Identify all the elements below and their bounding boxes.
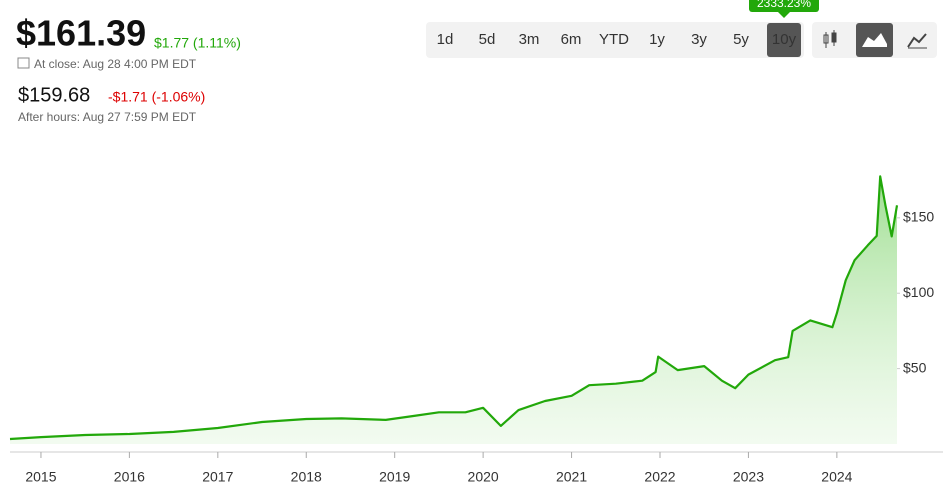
change: $1.77 (1.11%) bbox=[154, 35, 241, 51]
x-tick-label: 2016 bbox=[114, 469, 145, 485]
x-tick-label: 2015 bbox=[25, 469, 56, 485]
tooltip-box bbox=[749, 0, 819, 12]
calendar-icon bbox=[17, 57, 30, 69]
x-tick-label: 2023 bbox=[733, 469, 764, 485]
x-tick-label: 2020 bbox=[468, 469, 499, 485]
area-button[interactable] bbox=[856, 23, 893, 57]
tooltip-arrow bbox=[778, 12, 790, 18]
y-tick-label: $150 bbox=[903, 209, 934, 225]
area bbox=[10, 176, 897, 444]
x-tick-label: 2021 bbox=[556, 469, 587, 485]
price: $161.39 bbox=[16, 13, 146, 54]
x-tick-label: 2019 bbox=[379, 469, 410, 485]
x-tick-label: 2022 bbox=[644, 469, 675, 485]
close-time: At close: Aug 28 4:00 PM EDT bbox=[34, 57, 197, 71]
candle-icon[interactable] bbox=[823, 30, 837, 48]
range-button[interactable]: 1d bbox=[437, 31, 454, 48]
x-tick-label: 2017 bbox=[202, 469, 233, 485]
range-button[interactable]: 3y bbox=[691, 31, 707, 48]
y-tick-label: $100 bbox=[903, 284, 934, 300]
range-bar bbox=[426, 22, 804, 58]
range-button[interactable]: 1y bbox=[649, 31, 665, 48]
line-icon[interactable] bbox=[907, 33, 927, 48]
range-button[interactable]: 10y bbox=[772, 31, 797, 48]
area-icon bbox=[862, 33, 887, 47]
after-price: $159.68 bbox=[18, 84, 90, 106]
after-change: -$1.71 (-1.06%) bbox=[108, 89, 205, 105]
y-tick-label: $50 bbox=[903, 359, 927, 375]
x-tick-label: 2018 bbox=[291, 469, 322, 485]
range-button[interactable]: 6m bbox=[561, 31, 582, 48]
range-button[interactable]: 3m bbox=[519, 31, 540, 48]
range-button[interactable]: YTD bbox=[599, 31, 629, 48]
x-tick-label: 2024 bbox=[821, 469, 852, 485]
range-button-active[interactable] bbox=[767, 23, 801, 57]
price-line bbox=[9, 175, 899, 441]
range-button[interactable]: 5d bbox=[479, 31, 496, 48]
after-time: After hours: Aug 27 7:59 PM EDT bbox=[18, 110, 197, 124]
range-button[interactable]: 5y bbox=[733, 31, 749, 48]
tooltip: 2333.23% bbox=[757, 0, 811, 10]
